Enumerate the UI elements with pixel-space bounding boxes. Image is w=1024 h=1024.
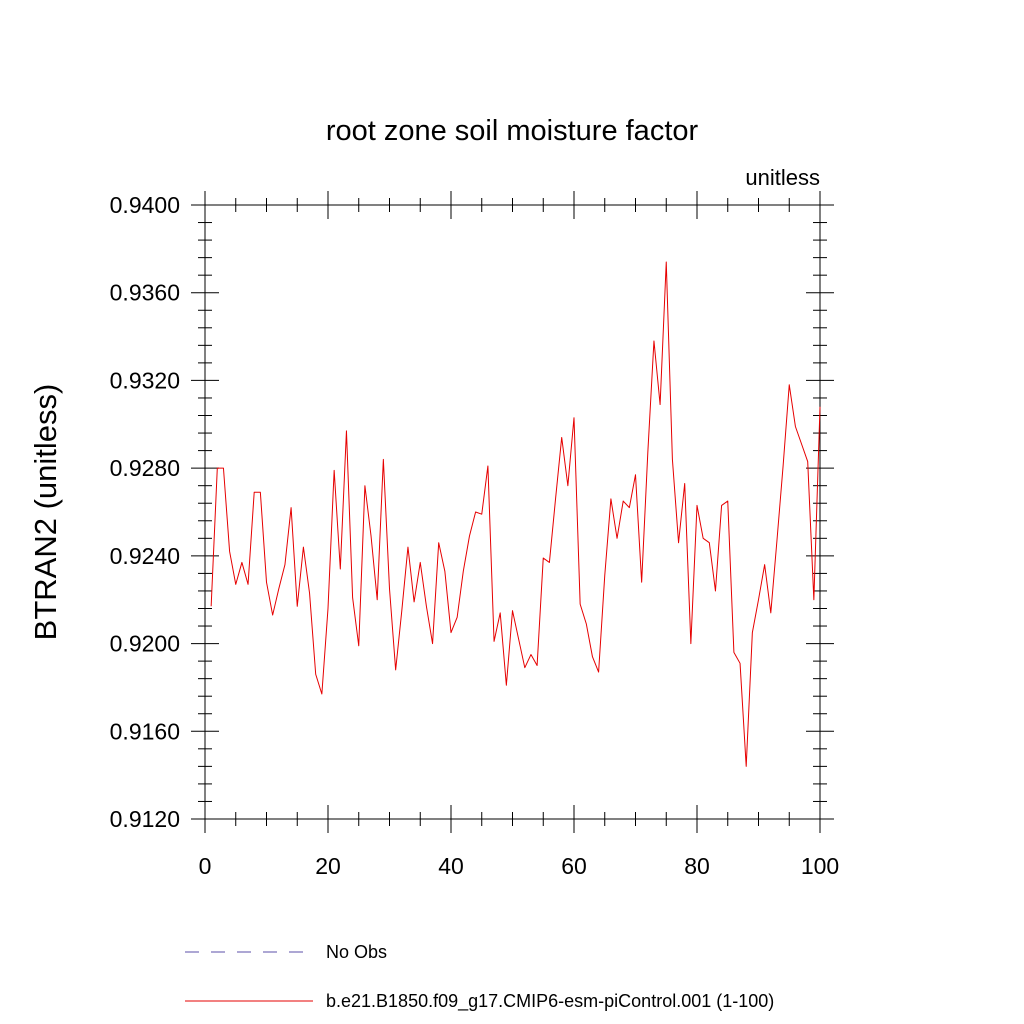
series-line <box>210 261 821 767</box>
legend-label-model: b.e21.B1850.f09_g17.CMIP6-esm-piControl.… <box>326 991 774 1012</box>
axis-tick-labels: 0 20 40 60 80 100 0.9120 0.9160 0.9200 0.9240 0.92… <box>110 192 840 879</box>
legend-label-no-obs: No Obs <box>326 942 387 962</box>
x-tick-label: 0 <box>199 853 212 879</box>
axis-ticks <box>191 191 834 833</box>
y-tick-label: 0.9200 <box>110 631 180 657</box>
x-tick-label: 20 <box>315 853 341 879</box>
x-tick-label: 60 <box>561 853 587 879</box>
y-tick-label: 0.9280 <box>110 455 180 481</box>
x-tick-label: 40 <box>438 853 464 879</box>
y-tick-label: 0.9320 <box>110 367 180 393</box>
x-tick-label: 100 <box>801 853 839 879</box>
y-axis-label: BTRAN2 (unitless) <box>28 384 63 641</box>
series-group <box>210 261 821 767</box>
x-tick-label: 80 <box>684 853 710 879</box>
legend: No Obs b.e21.B1850.f09_g17.CMIP6-esm-piC… <box>185 942 774 1012</box>
y-tick-label: 0.9160 <box>110 718 180 744</box>
y-tick-label: 0.9240 <box>110 543 180 569</box>
y-tick-label: 0.9360 <box>110 280 180 306</box>
y-tick-label: 0.9120 <box>110 806 180 832</box>
y-tick-label: 0.9400 <box>110 192 180 218</box>
units-label: unitless <box>745 165 820 190</box>
chart-title: root zone soil moisture factor <box>326 115 699 147</box>
